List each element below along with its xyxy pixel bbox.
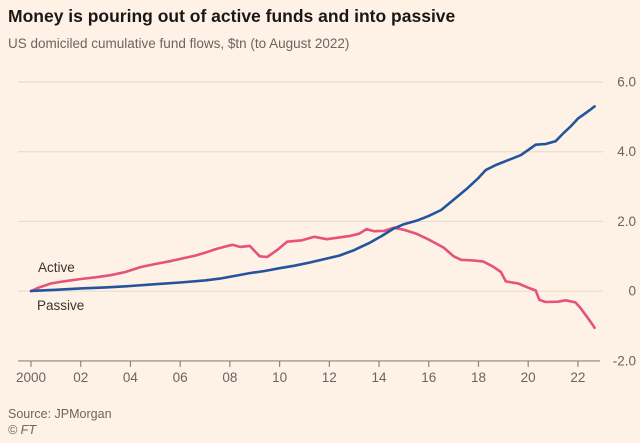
x-tick-label-2020: 20: [521, 370, 536, 385]
y-tick-label--2: -2.0: [613, 353, 636, 368]
x-tick-label-2002: 02: [73, 370, 88, 385]
x-tick-label-2008: 08: [222, 370, 237, 385]
series-label-passive: Passive: [37, 298, 85, 313]
y-tick-label-2: 2.0: [617, 214, 636, 229]
ft-copyright: © FT: [8, 423, 36, 437]
y-tick-label-0: 0: [628, 284, 636, 299]
x-tick-label-2018: 18: [471, 370, 486, 385]
x-tick-label-2000: 2000: [16, 370, 46, 385]
y-tick-label-6: 6.0: [617, 74, 636, 89]
x-tick-label-2016: 16: [421, 370, 436, 385]
series-line-passive: [29, 105, 596, 293]
x-tick-label-2012: 12: [322, 370, 337, 385]
series-line-active: [29, 226, 596, 330]
x-tick-label-2022: 22: [570, 370, 585, 385]
series-label-active: Active: [38, 260, 75, 275]
y-tick-label-4: 4.0: [617, 144, 636, 159]
chart-subtitle: US domiciled cumulative fund flows, $tn …: [8, 36, 350, 51]
x-tick-label-2010: 10: [272, 370, 287, 385]
chart-title: Money is pouring out of active funds and…: [8, 6, 456, 26]
x-tick-label-2004: 04: [123, 370, 139, 385]
source-credit: Source: JPMorgan: [8, 407, 112, 421]
x-tick-label-2006: 06: [173, 370, 188, 385]
x-tick-label-2014: 14: [372, 370, 388, 385]
